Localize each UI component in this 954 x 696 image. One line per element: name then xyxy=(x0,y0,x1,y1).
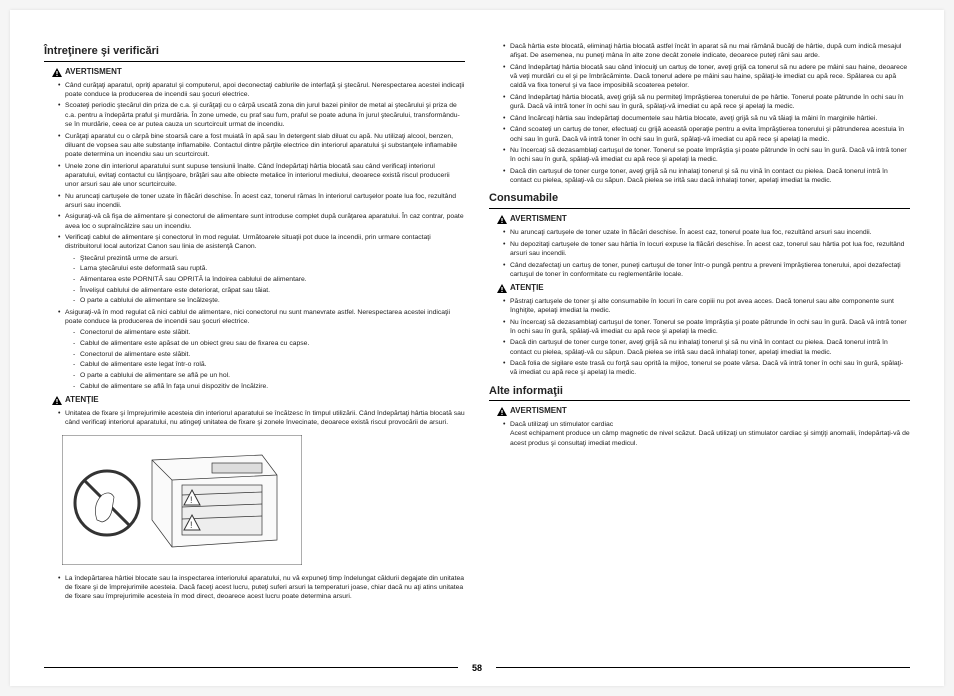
svg-text:!: ! xyxy=(190,495,193,505)
sublist: Conectorul de alimentare este slăbit. Ca… xyxy=(65,328,465,391)
list-item: Dacă din cartuşul de toner curge toner, … xyxy=(503,338,910,356)
page-number-bar: 58 xyxy=(10,658,944,676)
sub-item: Conectorul de alimentare este slăbit. xyxy=(73,350,465,359)
consumables-caution-list: Păstraţi cartuşele de toner şi alte cons… xyxy=(489,297,910,378)
sub-item: Învelişul cablului de alimentare este de… xyxy=(73,286,465,295)
warning-label: AVERTISMENT xyxy=(510,406,567,417)
sub-item: Cablul de alimentare este apăsat de un o… xyxy=(73,339,465,348)
list-item: Nu aruncaţi cartuşele de toner uzate în … xyxy=(503,228,910,237)
printer-prohibition-illustration: ! ! xyxy=(62,435,302,565)
sublist: Ştecărul prezintă urme de arsuri. Lama ş… xyxy=(65,254,465,306)
list-item: Asiguraţi-vă că fişa de alimentare şi co… xyxy=(58,212,465,230)
caution-heading: ATENŢIE xyxy=(497,283,910,294)
list-item: Când scoateţi un cartuş de toner, efectu… xyxy=(503,125,910,143)
warning-heading: AVERTISMENT xyxy=(497,214,910,225)
manual-page: Întreţinere şi verificări AVERTISMENT Câ… xyxy=(10,10,944,686)
right-column: Dacă hârtia este blocată, eliminaţi hârt… xyxy=(489,38,910,648)
sub-item: Alimentarea este PORNITĂ sau OPRITĂ la î… xyxy=(73,275,465,284)
list-item-text: Asiguraţi-vă în mod regulat că nici cabl… xyxy=(65,309,450,325)
sub-item: Ştecărul prezintă urme de arsuri. xyxy=(73,254,465,263)
section-other-title: Alte informaţii xyxy=(489,384,910,402)
sub-item: Conectorul de alimentare este slăbit. xyxy=(73,328,465,337)
maintenance-warn-list: Când curăţaţi aparatul, opriţi aparatul … xyxy=(44,81,465,391)
caution-label: ATENŢIE xyxy=(510,283,544,294)
two-column-layout: Întreţinere şi verificări AVERTISMENT Câ… xyxy=(44,38,910,648)
list-item: Dacă folia de sigilare este trasă cu for… xyxy=(503,359,910,377)
list-item: Nu încercaţi să dezasamblaţi cartuşul de… xyxy=(503,146,910,164)
list-item: Curăţaţi aparatul cu o cârpă bine stoars… xyxy=(58,132,465,160)
list-item: Scoateţi periodic ştecărul din priza de … xyxy=(58,101,465,129)
list-item: Când curăţaţi aparatul, opriţi aparatul … xyxy=(58,81,465,99)
warning-icon xyxy=(497,215,507,224)
consumables-warn-list: Nu aruncaţi cartuşele de toner uzate în … xyxy=(489,228,910,279)
list-item: Verificaţi cablul de alimentare şi conec… xyxy=(58,233,465,305)
list-item: Dacă utilizaţi un stimulator cardiacAces… xyxy=(503,420,910,448)
other-list: Dacă utilizaţi un stimulator cardiacAces… xyxy=(489,420,910,448)
printer-figure: ! ! xyxy=(62,435,465,568)
caution-label: ATENŢIE xyxy=(65,395,99,406)
list-item: Asiguraţi-vă în mod regulat că nici cabl… xyxy=(58,308,465,391)
list-item: Dacă din cartuşul de toner curge toner, … xyxy=(503,167,910,185)
list-item-text: Verificaţi cablul de alimentare şi conec… xyxy=(65,234,431,250)
sub-item: Cablul de alimentare este legat într-o r… xyxy=(73,360,465,369)
list-item: Păstraţi cartuşele de toner şi alte cons… xyxy=(503,297,910,315)
list-item: Nu depozitaţi cartuşele de toner sau hâr… xyxy=(503,240,910,258)
warning-label: AVERTISMENT xyxy=(65,67,122,78)
list-item: La îndepărtarea hârtiei blocate sau la i… xyxy=(58,574,465,602)
list-item: Unitatea de fixare şi împrejurimile aces… xyxy=(58,409,465,427)
warning-label: AVERTISMENT xyxy=(510,214,567,225)
list-item: Unele zone din interiorul aparatului sun… xyxy=(58,162,465,190)
list-item: Când încărcaţi hârtia sau îndepărtaţi do… xyxy=(503,114,910,123)
page-number: 58 xyxy=(458,663,496,673)
section-maintenance-title: Întreţinere şi verificări xyxy=(44,44,465,62)
sub-item: O parte a cablului de alimentare se încă… xyxy=(73,296,465,305)
list-item: Nu încercaţi să dezasamblaţi cartuşul de… xyxy=(503,318,910,336)
list-item: Când îndepărtaţi hârtia blocată, aveţi g… xyxy=(503,93,910,111)
sub-item: O parte a cablului de alimentare se află… xyxy=(73,371,465,380)
col2-continuation-list: Dacă hârtia este blocată, eliminaţi hârt… xyxy=(489,42,910,185)
warning-heading: AVERTISMENT xyxy=(52,67,465,78)
maintenance-caution-list: Unitatea de fixare şi împrejurimile aces… xyxy=(44,409,465,427)
warning-heading: AVERTISMENT xyxy=(497,406,910,417)
sub-item: Cablul de alimentare se află în faţa unu… xyxy=(73,382,465,391)
list-item: Dacă hârtia este blocată, eliminaţi hârt… xyxy=(503,42,910,60)
svg-text:!: ! xyxy=(190,520,193,530)
warning-icon xyxy=(497,284,507,293)
caution-heading: ATENŢIE xyxy=(52,395,465,406)
list-item: Nu aruncaţi cartuşele de toner uzate în … xyxy=(58,192,465,210)
warning-icon xyxy=(497,407,507,416)
after-figure-list: La îndepărtarea hârtiei blocate sau la i… xyxy=(44,574,465,602)
list-item: Când îndepărtaţi hârtia blocată sau când… xyxy=(503,63,910,91)
sub-item: Lama ştecărului este deformată sau ruptă… xyxy=(73,264,465,273)
list-item: Când dezafectaţi un cartuş de toner, pun… xyxy=(503,261,910,279)
warning-icon xyxy=(52,396,62,405)
warning-icon xyxy=(52,68,62,77)
section-consumables-title: Consumabile xyxy=(489,191,910,209)
left-column: Întreţinere şi verificări AVERTISMENT Câ… xyxy=(44,38,465,648)
